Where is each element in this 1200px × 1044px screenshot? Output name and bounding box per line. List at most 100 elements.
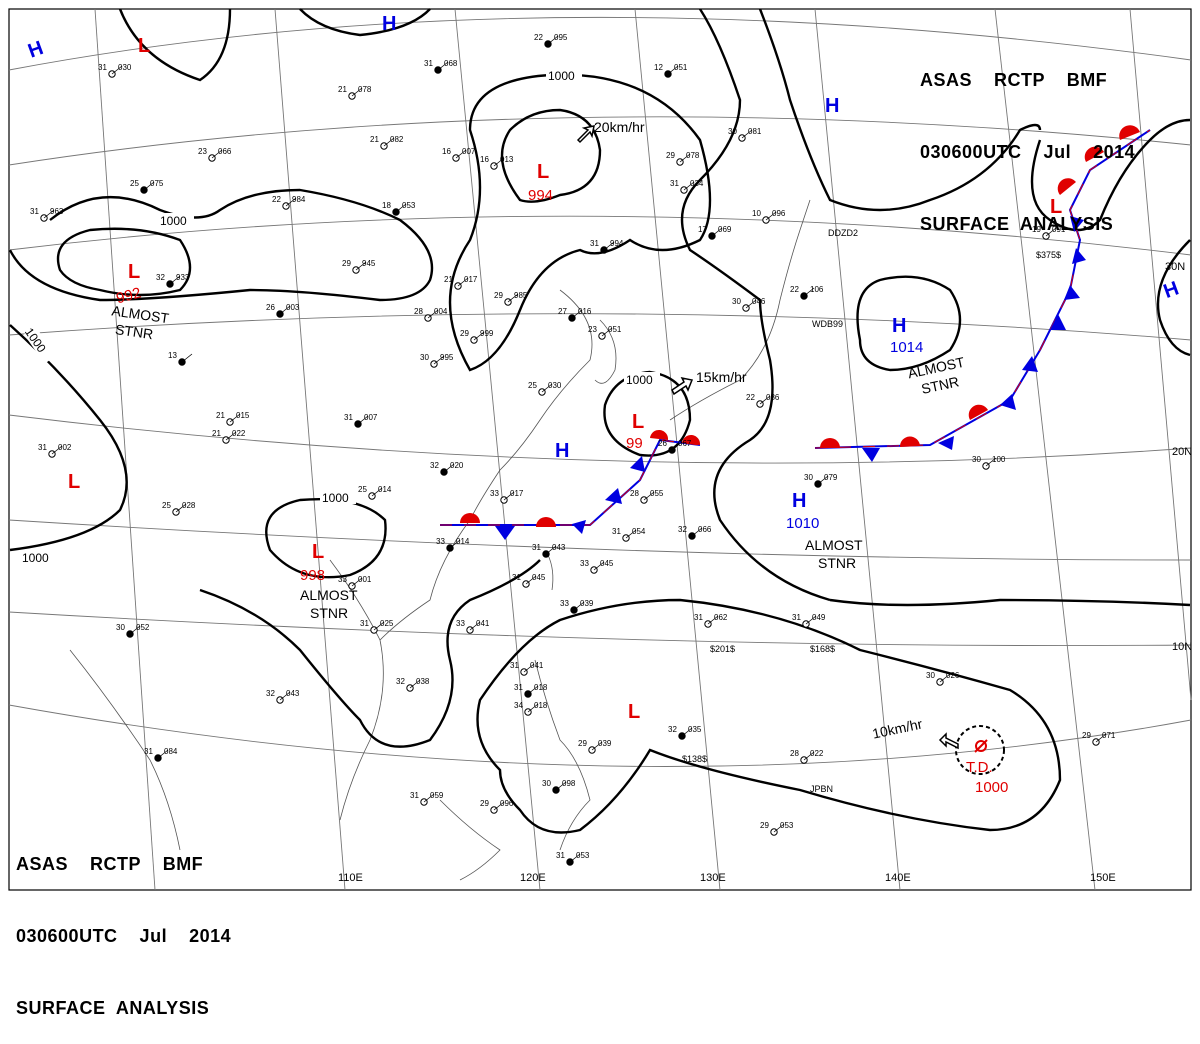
station-pressure: 002 <box>58 443 72 452</box>
note-line: ALMOST <box>111 302 171 326</box>
station-temperature: 19 <box>1032 225 1041 234</box>
wind-barb-icon <box>169 275 181 285</box>
front-warm-lobe <box>682 434 701 445</box>
header-line: ASAS RCTP BMF <box>16 854 204 874</box>
pressure-centers: L 994 L 992 L 998 L 99 L L L L H 1014 H … <box>25 13 1182 723</box>
high-center-letter: H <box>1161 277 1182 303</box>
station-plot: 29 078 <box>666 151 700 166</box>
station-pressure: 066 <box>698 525 712 534</box>
station-temperature: 21 <box>216 411 225 420</box>
station-pressure: 038 <box>416 677 430 686</box>
station-code: DDZD2 <box>828 228 858 238</box>
lat-label: 30N <box>1165 261 1185 273</box>
station-pressure: 069 <box>718 225 732 234</box>
wind-barb-icon <box>603 241 615 251</box>
wind-barb-icon <box>503 491 515 501</box>
station-temperature: 22 <box>534 33 543 42</box>
header-line: 030600UTC Jul 2014 <box>920 142 1136 162</box>
front-warm-lobe <box>820 438 840 448</box>
station-temperature: 31 <box>144 747 153 756</box>
lat-line-25n <box>8 313 1192 341</box>
station-temperature: 29 <box>578 739 587 748</box>
station-pressure: 096 <box>500 799 514 808</box>
station-code: $375$ <box>1036 250 1061 260</box>
station-temperature: 23 <box>198 147 207 156</box>
wind-barb-icon <box>279 691 291 701</box>
wind-barb-icon <box>175 503 187 513</box>
coastline-japan <box>669 199 811 421</box>
low-center-pressure: 998 <box>300 567 325 584</box>
station-temperature: 30 <box>732 297 741 306</box>
header-top: ASAS RCTP BMF 030600UTC Jul 2014 SURFACE… <box>920 20 1135 260</box>
station-temperature: 29 <box>666 151 675 160</box>
latitude-labels: 30N 20N 10N <box>1165 261 1192 653</box>
lon-label: 120E <box>520 872 546 884</box>
wind-barb-icon <box>683 181 695 191</box>
station-plot: 32 933 <box>156 273 190 288</box>
station-plot: 30 995 <box>420 353 454 368</box>
station-plot: 33 039 <box>560 599 594 614</box>
station-plot: 13 <box>168 351 193 366</box>
wind-barb-icon <box>985 457 997 467</box>
wind-barb-icon <box>129 625 141 635</box>
station-temperature: 31 <box>344 413 353 422</box>
front-warm-lobe <box>968 404 988 420</box>
header-line: 030600UTC Jul 2014 <box>16 926 232 946</box>
wind-barb-icon <box>285 197 297 207</box>
station-pressure: 081 <box>748 127 762 136</box>
station-temperature: 29 <box>480 799 489 808</box>
station-temperature: 31 <box>590 239 599 248</box>
station-plot: 22 106 <box>790 285 824 300</box>
isobar-994-inner <box>500 108 602 203</box>
station-plot: 30 046 <box>732 297 766 312</box>
wind-barb-icon <box>357 415 369 425</box>
note-line: STNR <box>920 373 961 397</box>
station-temperature: 28 <box>630 489 639 498</box>
station-plots: 22 095 31 030 21 078 31 068 21 082 23 066 25 075 22 984… <box>30 33 1116 866</box>
station-plot: 32 066 <box>678 525 712 540</box>
station-pressure: 999 <box>480 329 494 338</box>
isobar-value-label: 1000 <box>548 69 575 83</box>
wind-barb-icon <box>745 299 757 309</box>
wind-barb-icon <box>225 431 237 441</box>
station-pressure: 084 <box>164 747 178 756</box>
station-pressure: 015 <box>236 411 250 420</box>
station-pressure: 003 <box>286 303 300 312</box>
station-temperature: 29 <box>494 291 503 300</box>
station-pressure: 078 <box>686 151 700 160</box>
station-temperature: 17 <box>698 225 707 234</box>
station-pressure: 004 <box>434 307 448 316</box>
motion-speed-label: 10km/hr <box>871 715 924 741</box>
wind-barb-icon <box>817 475 829 485</box>
coastline-borneo <box>439 799 501 881</box>
station-temperature: 29 <box>760 821 769 830</box>
lon-line-110e <box>274 8 346 891</box>
wind-barb-icon <box>803 287 815 297</box>
high-center-letter: H <box>892 315 906 337</box>
high-center-letter: H <box>792 490 806 512</box>
wind-barb-icon <box>541 383 553 393</box>
station-pressure: 022 <box>810 749 824 758</box>
isobar-north-east-top <box>299 8 431 37</box>
wind-barb-icon <box>211 149 223 159</box>
high-center-letter: H <box>25 37 46 63</box>
motion-speed-label: 20km/hr <box>594 119 645 135</box>
lat-line-30n <box>8 215 1192 256</box>
station-plot: 21 082 <box>370 135 404 150</box>
coastline-taiwan <box>547 554 554 591</box>
station-plot: 31 030 <box>98 63 132 78</box>
station-pressure: 007 <box>462 147 476 156</box>
wind-barb-icon <box>573 601 585 611</box>
station-pressure: 053 <box>780 821 794 830</box>
isobar-north-low <box>448 73 712 372</box>
almost-stnr-note: ALMOST STNR <box>300 587 358 621</box>
wind-barb-icon <box>625 529 637 539</box>
low-center-letter: L <box>628 701 640 723</box>
station-temperature: 32 <box>678 525 687 534</box>
wind-barb-icon <box>711 227 723 237</box>
wind-barb-icon <box>143 181 155 191</box>
wind-barb-icon <box>593 561 605 571</box>
lat-label: 20N <box>1172 446 1192 458</box>
station-plot: 30 081 <box>728 127 762 142</box>
note-line: STNR <box>818 555 856 571</box>
